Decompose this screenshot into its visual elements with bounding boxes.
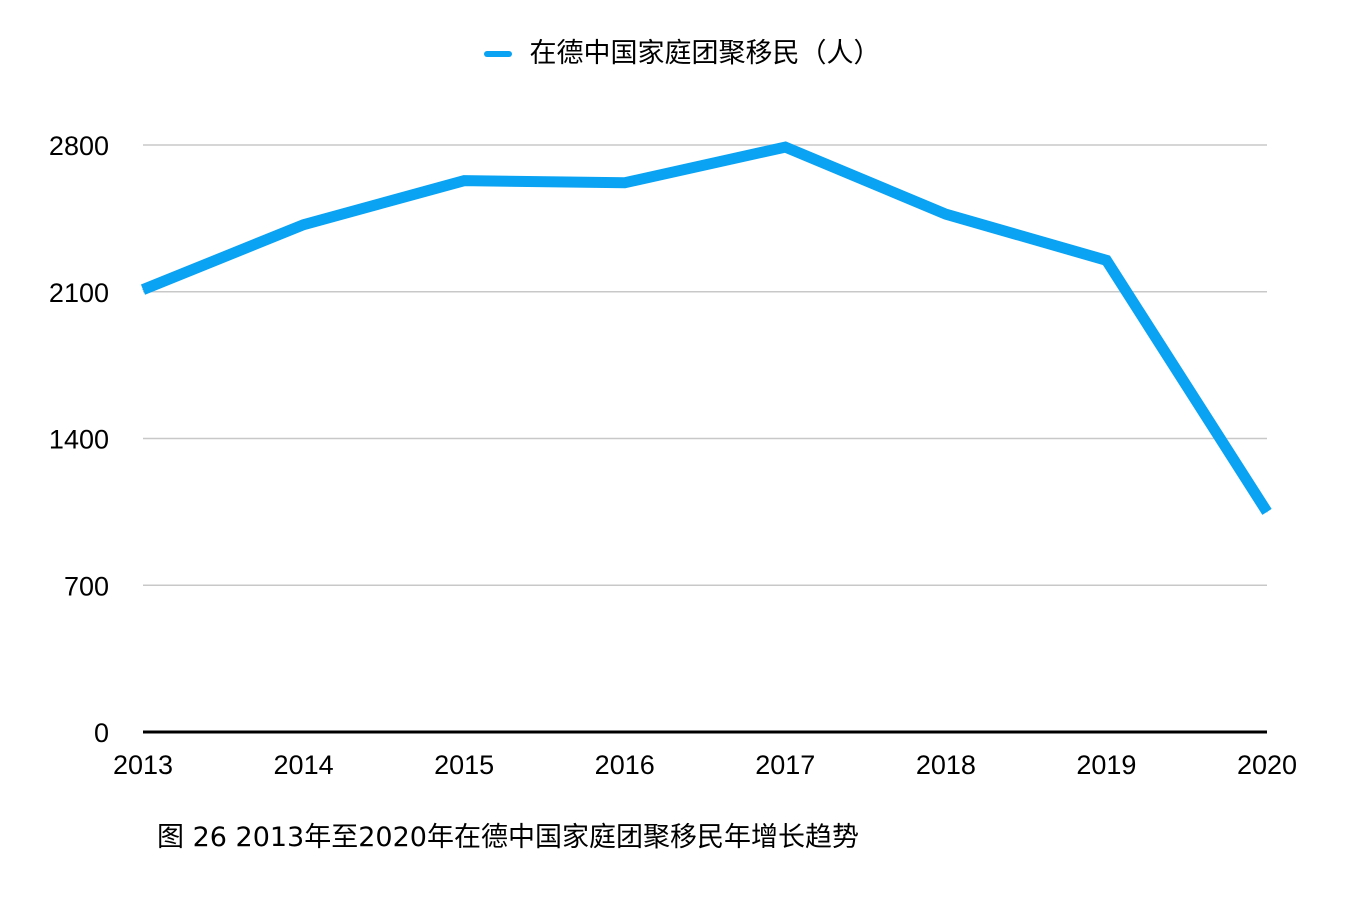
x-tick-label: 2018 xyxy=(916,750,976,780)
legend-swatch xyxy=(483,51,512,57)
y-tick-label: 0 xyxy=(94,718,109,748)
chart-legend: 在德中国家庭团聚移民（人） xyxy=(0,34,1364,74)
data-point-2019 xyxy=(1105,259,1107,261)
data-point-2020 xyxy=(1266,511,1268,513)
x-tick-label: 2020 xyxy=(1237,750,1297,780)
legend-label: 在德中国家庭团聚移民（人） xyxy=(529,38,881,69)
x-tick-label: 2017 xyxy=(755,750,815,780)
x-tick-label: 2016 xyxy=(595,750,655,780)
series-layer xyxy=(140,141,1272,515)
data-point-2015 xyxy=(463,180,465,182)
y-tick-label: 2100 xyxy=(49,278,109,308)
x-tick-label: 2019 xyxy=(1076,750,1136,780)
x-tick-label: 2014 xyxy=(274,750,334,780)
y-tick-label: 2800 xyxy=(49,131,109,161)
x-axis-tick-labels: 2013 2014 2015 2016 2017 2018 2019 2020 xyxy=(113,750,1297,780)
gridlines xyxy=(143,144,1267,586)
x-tick-label: 2015 xyxy=(434,750,494,780)
x-tick-label: 2013 xyxy=(113,750,173,780)
data-point-2018 xyxy=(945,213,947,215)
y-tick-label: 700 xyxy=(64,571,109,601)
data-point-2016 xyxy=(624,182,626,184)
figure-caption: 图 26 2013年至2020年在德中国家庭团聚移民年增长趋势 xyxy=(157,822,859,853)
data-point-2014 xyxy=(303,224,305,226)
series-line xyxy=(140,141,1272,515)
y-tick-label: 1400 xyxy=(49,425,109,455)
y-axis-tick-labels: 0 700 1400 2100 2800 xyxy=(49,131,109,748)
data-point-2017 xyxy=(784,146,786,148)
data-point-2013 xyxy=(142,289,144,291)
